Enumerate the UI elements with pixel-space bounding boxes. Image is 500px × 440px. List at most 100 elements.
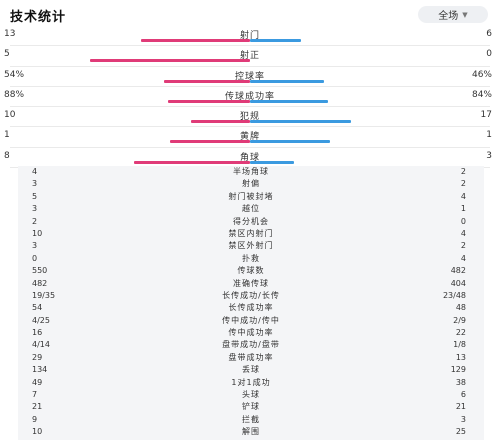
stat-name: 传中成功率	[228, 328, 274, 338]
stat-row: 1 黄牌 1	[0, 127, 500, 148]
stat-name: 传中成功/传中	[222, 315, 280, 325]
home-value: 8	[4, 150, 10, 161]
home-value: 10	[4, 110, 16, 121]
home-value: 10	[32, 228, 43, 238]
home-value: 54%	[4, 69, 25, 80]
home-value: 21	[32, 402, 43, 412]
home-value: 3	[32, 179, 38, 189]
row-divider	[10, 65, 490, 67]
list-item: 134 丢球 129	[18, 364, 484, 376]
list-item: 54 长传成功率 48	[18, 302, 484, 314]
away-bar	[250, 120, 351, 124]
list-item: 4 半场角球 2	[18, 166, 484, 178]
list-item: 21 铲球 21	[18, 401, 484, 413]
list-item: 49 1对1成功 38	[18, 377, 484, 389]
away-value: 4	[460, 253, 466, 263]
home-value: 88%	[4, 89, 25, 100]
list-item: 10 解围 25	[18, 426, 484, 438]
stat-name: 头球	[242, 390, 260, 400]
home-bar	[170, 140, 250, 144]
list-item: 4/14 盘带成功/盘带 1/8	[18, 339, 484, 351]
away-value: 1/8	[453, 340, 466, 350]
list-item: 4/25 传中成功/传中 2/9	[18, 315, 484, 327]
stat-row: 10 犯规 17	[0, 107, 500, 128]
away-value: 129	[450, 365, 466, 375]
list-item: 29 盘带成功率 13	[18, 352, 484, 364]
home-bar	[190, 120, 250, 124]
home-value: 134	[32, 365, 48, 375]
stat-name: 长传成功率	[228, 303, 274, 313]
stat-row: 13 射门 6	[0, 26, 500, 47]
away-value: 22	[455, 328, 466, 338]
away-value: 0	[460, 216, 466, 226]
away-value: 13	[455, 352, 466, 362]
stat-name: 丢球	[242, 365, 260, 375]
home-value: 29	[32, 352, 43, 362]
away-value: 21	[455, 402, 466, 412]
stat-name: 盘带成功率	[228, 352, 274, 362]
stat-name: 1对1成功	[231, 377, 271, 387]
away-value: 1	[486, 130, 492, 141]
home-value: 3	[32, 204, 38, 214]
stat-name: 禁区外射门	[228, 241, 274, 251]
list-item: 3 射偏 2	[18, 178, 484, 190]
home-value: 3	[32, 241, 38, 251]
home-bar	[133, 160, 250, 164]
away-value: 48	[455, 303, 466, 313]
page-title: 技术统计	[10, 10, 67, 25]
away-value: 2/9	[453, 315, 466, 325]
away-value: 2	[460, 179, 466, 189]
stat-name: 传球数	[237, 266, 265, 276]
home-value: 5	[4, 49, 10, 60]
stat-name: 解围	[242, 427, 260, 437]
away-bar	[250, 39, 301, 42]
home-bar	[168, 99, 250, 103]
home-value: 19/35	[32, 290, 56, 300]
home-value: 5	[32, 191, 38, 201]
stat-name: 射偏	[242, 179, 260, 189]
home-value: 9	[32, 414, 38, 424]
away-bar	[250, 99, 329, 103]
stat-name: 禁区内射门	[228, 228, 274, 238]
list-item: 16 传中成功率 22	[18, 327, 484, 339]
stat-name: 射门被封堵	[228, 191, 274, 201]
stat-name: 长传成功/长传	[222, 290, 280, 300]
home-value: 482	[32, 278, 48, 288]
home-value: 7	[32, 390, 38, 400]
row-divider	[10, 146, 490, 148]
list-item: 5 射门被封堵 4	[18, 191, 484, 203]
row-divider	[10, 45, 490, 47]
home-bar	[163, 79, 250, 83]
away-value: 482	[450, 266, 466, 276]
stat-row: 54% 控球率 46%	[0, 67, 500, 87]
row-divider	[10, 126, 490, 128]
stat-name: 半场角球	[233, 167, 269, 176]
away-bar	[250, 79, 324, 83]
away-value: 2	[460, 241, 466, 251]
home-value: 16	[32, 328, 43, 338]
home-value: 4	[32, 167, 38, 176]
away-value: 17	[480, 110, 492, 121]
away-bar	[250, 140, 330, 144]
stat-name: 扑救	[242, 253, 260, 263]
away-value: 0	[486, 49, 492, 60]
away-value: 84%	[471, 89, 492, 100]
period-selector[interactable]: 全场 ▼	[418, 6, 488, 23]
away-bar	[250, 160, 294, 164]
home-value: 2	[32, 216, 38, 226]
home-value: 54	[32, 303, 43, 313]
list-item: 550 传球数 482	[18, 265, 484, 277]
list-item: 2 得分机会 0	[18, 216, 484, 228]
home-value: 10	[32, 427, 43, 437]
away-value: 6	[486, 29, 492, 39]
away-value: 4	[460, 228, 466, 238]
home-value: 550	[32, 266, 48, 276]
away-value: 38	[455, 377, 466, 387]
row-divider	[10, 85, 490, 87]
list-item: 3 越位 1	[18, 203, 484, 215]
stat-name: 拦截	[242, 414, 260, 424]
list-item: 7 头球 6	[18, 389, 484, 401]
away-value: 3	[460, 414, 466, 424]
away-value: 2	[460, 167, 466, 176]
stat-name: 黄牌	[239, 132, 260, 143]
